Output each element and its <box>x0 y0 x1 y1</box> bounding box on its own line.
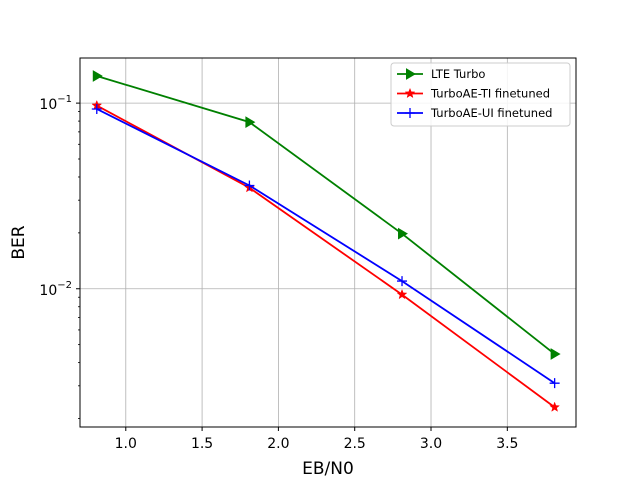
x-tick-label: 1.0 <box>115 436 137 452</box>
legend-box <box>390 62 571 127</box>
data-point-marker <box>92 70 103 82</box>
legend-marker <box>404 87 416 99</box>
axis-ticks: 1.0 1.5 2.0 2.5 3.0 3.5 10−1 10−2 <box>39 94 518 452</box>
data-point-marker <box>244 180 255 191</box>
data-point-marker <box>549 378 560 389</box>
x-tick-label: 1.5 <box>191 436 213 452</box>
x-axis-label: EB/N0 <box>302 459 354 479</box>
legend: LTE Turbo TurboAE-TI finetuned TurboAE-UI … <box>390 62 571 127</box>
series-group <box>91 70 561 412</box>
y-axis-label: BER <box>9 225 29 259</box>
data-point-marker <box>397 276 408 287</box>
x-tick-label: 2.5 <box>344 436 366 452</box>
data-point-marker <box>549 401 561 412</box>
legend-marker <box>405 108 415 118</box>
data-point-marker <box>550 348 561 360</box>
data-point-marker <box>398 227 409 240</box>
data-point-marker <box>396 288 408 300</box>
series-2 <box>91 103 560 389</box>
y-tick-label: 10−2 <box>39 280 72 299</box>
legend-item: TurboAE-UI finetuned <box>397 106 552 120</box>
x-tick-label: 2.0 <box>267 436 289 452</box>
y-tick-label: 10−1 <box>39 94 72 113</box>
legend-label: TurboAE-TI finetuned <box>430 87 550 101</box>
legend-marker <box>406 68 416 80</box>
data-point-marker <box>91 103 102 114</box>
plot-area-frame <box>79 57 577 428</box>
x-tick-label: 3.0 <box>420 436 442 452</box>
data-point-marker <box>245 116 256 128</box>
legend-item: TurboAE-TI finetuned <box>397 87 550 101</box>
legend-item: LTE Turbo <box>397 67 485 81</box>
legend-label: LTE Turbo <box>431 67 485 81</box>
series-line <box>96 104 556 408</box>
legend-label: TurboAE-UI finetuned <box>430 106 552 120</box>
series-line <box>96 108 556 384</box>
series-0 <box>92 70 561 360</box>
x-tick-label: 3.5 <box>496 436 518 452</box>
series-line <box>96 75 556 355</box>
series-1 <box>91 99 561 412</box>
